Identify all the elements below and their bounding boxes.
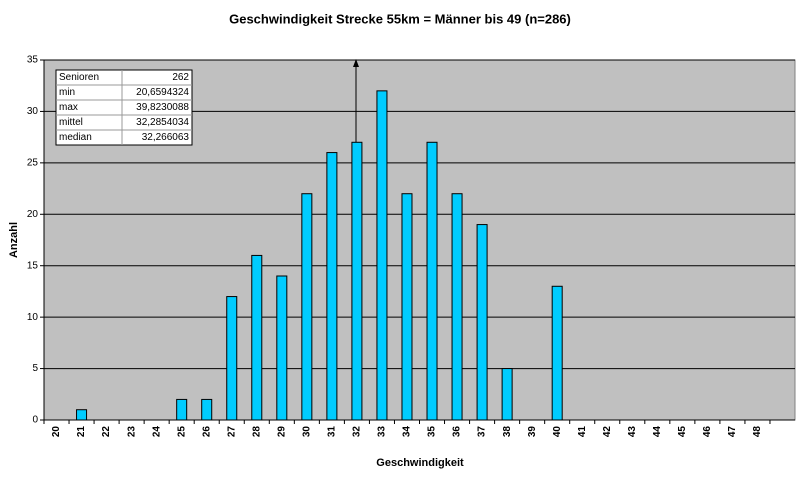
x-tick-label: 23 bbox=[126, 426, 137, 438]
x-tick-label: 27 bbox=[226, 426, 237, 438]
bars bbox=[76, 90, 563, 421]
x-tick-label: 26 bbox=[201, 426, 212, 438]
x-tick-label: 29 bbox=[276, 426, 287, 438]
y-tick-label: 15 bbox=[27, 260, 39, 271]
stats-label: mittel bbox=[59, 117, 83, 128]
bar bbox=[176, 398, 188, 421]
y-tick-label: 0 bbox=[32, 415, 38, 426]
stats-label: Senioren bbox=[59, 72, 99, 83]
x-tick-label: 28 bbox=[251, 426, 262, 438]
stats-value: 20,6594324 bbox=[136, 87, 189, 98]
y-tick-label: 10 bbox=[27, 312, 39, 323]
stats-label: median bbox=[59, 132, 92, 143]
x-tick-label: 48 bbox=[752, 426, 763, 438]
stats-table: Senioren 262 min 20,6594324 max 39,8230088 mit… bbox=[55, 69, 193, 146]
x-tick-label: 30 bbox=[301, 426, 312, 438]
bar bbox=[276, 275, 288, 421]
y-tick-label: 20 bbox=[27, 209, 39, 220]
x-tick-label: 34 bbox=[402, 426, 413, 438]
bar bbox=[451, 193, 463, 421]
x-tick-label: 36 bbox=[452, 426, 463, 438]
bar bbox=[201, 398, 213, 421]
bar bbox=[301, 193, 313, 421]
x-tick-label: 40 bbox=[552, 426, 563, 438]
stats-label: max bbox=[59, 102, 78, 113]
x-tick-label: 25 bbox=[176, 426, 187, 438]
chart-title: Geschwindigkeit Strecke 55km = Männer bi… bbox=[229, 11, 571, 26]
bar bbox=[376, 90, 388, 421]
bar bbox=[401, 193, 413, 421]
x-tick-label: 20 bbox=[51, 426, 62, 438]
bar bbox=[551, 285, 563, 421]
stats-box bbox=[55, 69, 193, 146]
bar bbox=[426, 141, 438, 421]
x-tick-label: 44 bbox=[652, 426, 663, 438]
bar bbox=[351, 141, 363, 421]
x-tick-label: 38 bbox=[502, 426, 513, 438]
x-tick-label: 22 bbox=[101, 426, 112, 438]
bar bbox=[226, 296, 238, 421]
bar bbox=[476, 224, 488, 421]
y-tick-label: 5 bbox=[32, 363, 38, 374]
bar bbox=[251, 254, 263, 421]
x-tick-label: 45 bbox=[677, 426, 688, 438]
bar bbox=[326, 152, 338, 421]
x-tick-label: 41 bbox=[577, 426, 588, 438]
x-tick-label: 33 bbox=[377, 426, 388, 438]
x-tick-label: 31 bbox=[327, 426, 338, 438]
x-tick-label: 46 bbox=[702, 426, 713, 438]
stats-value: 39,8230088 bbox=[136, 102, 189, 113]
arrow-head bbox=[353, 59, 359, 67]
bar bbox=[76, 409, 88, 421]
bar bbox=[501, 368, 513, 421]
y-axis-label: Anzahl bbox=[8, 222, 20, 258]
stats-label: min bbox=[59, 87, 75, 98]
y-tick-label: 25 bbox=[27, 157, 39, 168]
y-tick-label: 30 bbox=[27, 106, 39, 117]
x-tick-label: 35 bbox=[427, 426, 438, 438]
x-tick-label: 21 bbox=[76, 426, 87, 438]
x-tick-label: 47 bbox=[727, 426, 738, 438]
x-tick-label: 42 bbox=[602, 426, 613, 438]
x-tick-label: 24 bbox=[151, 426, 162, 438]
x-tick-label: 37 bbox=[477, 426, 488, 438]
stats-value: 32,266063 bbox=[142, 132, 190, 143]
stats-value: 262 bbox=[172, 72, 189, 83]
x-tick-label: 32 bbox=[352, 426, 363, 438]
x-tick-label: 39 bbox=[527, 426, 538, 438]
stats-value: 32,2854034 bbox=[136, 117, 189, 128]
y-tick-label: 35 bbox=[27, 55, 39, 66]
x-axis-label: Geschwindigkeit bbox=[376, 457, 464, 469]
x-tick-label: 43 bbox=[627, 426, 638, 438]
